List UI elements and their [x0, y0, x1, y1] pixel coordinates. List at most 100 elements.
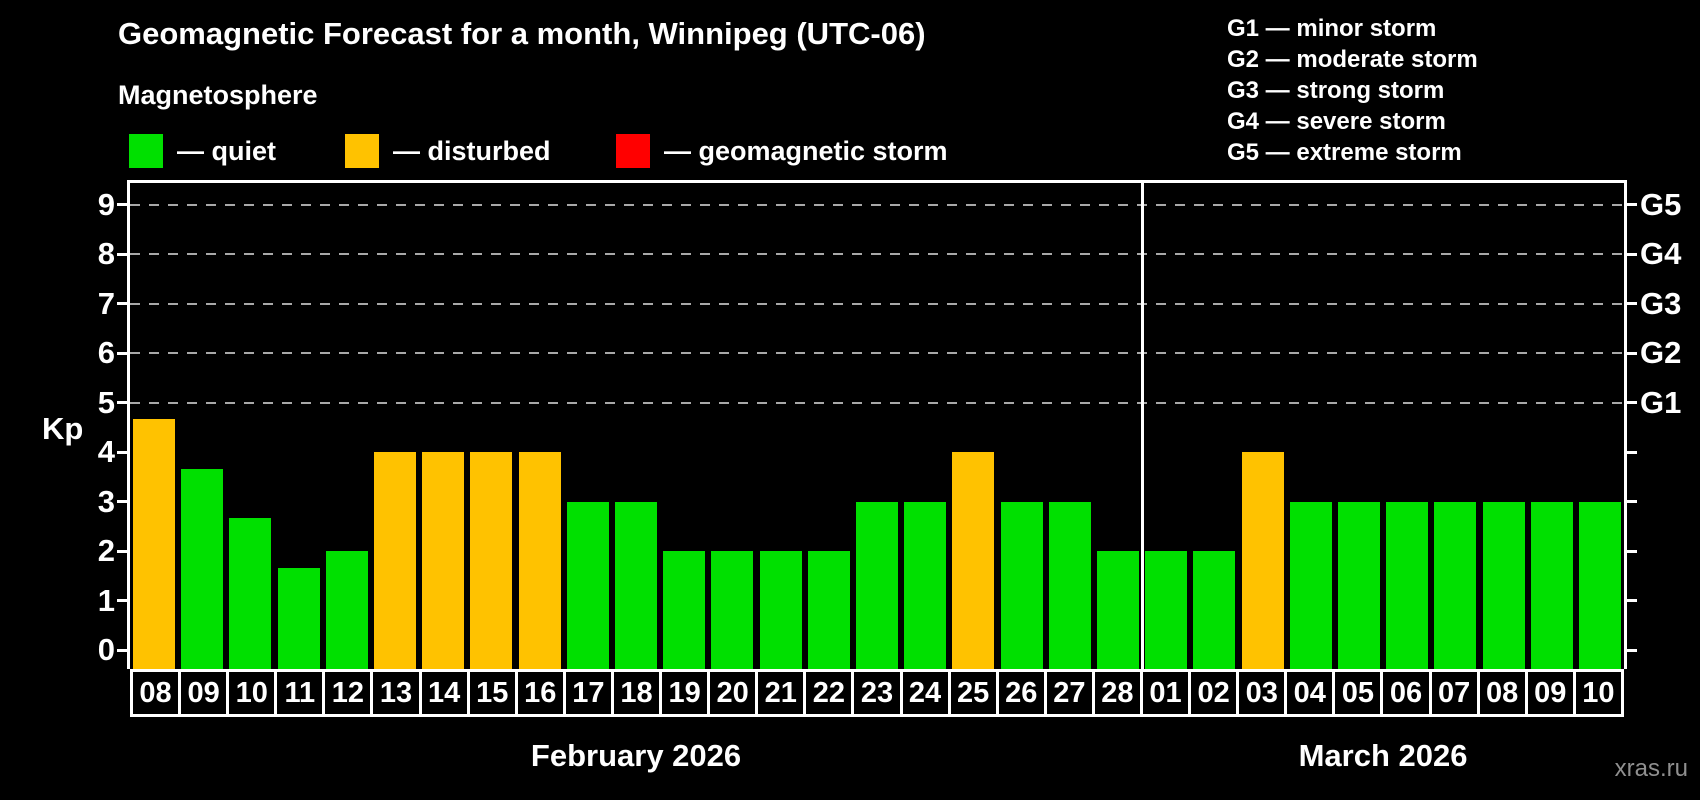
legend-item-storm: — geomagnetic storm: [616, 134, 948, 168]
watermark: xras.ru: [1614, 755, 1688, 782]
y-axis-tick-9: [117, 203, 127, 207]
g-level-label-G1: G1: [1640, 384, 1682, 420]
kp-bar-day-01: [1145, 551, 1188, 669]
x-axis-day-labels: 08 09 10 11 12 13 14 15 16 17 18 19 20 21 22 23 24 25 26 27…: [130, 669, 1624, 717]
day-label-12: 12: [322, 669, 374, 717]
gridline-kp-6: [130, 352, 1624, 355]
y-tick-label-2: 2: [97, 533, 115, 569]
disturbed-color-swatch: [345, 134, 379, 168]
kp-bar-day-22: [807, 551, 850, 669]
day-label-10: 10: [226, 669, 278, 717]
kp-bar-day-10: [1578, 501, 1621, 669]
plot-top-border: [127, 180, 1627, 183]
day-label-09: 09: [178, 669, 230, 717]
kp-bar-day-10: [229, 518, 272, 669]
y-tick-label-9: 9: [97, 186, 115, 222]
day-label-22: 22: [803, 669, 855, 717]
day-label-27: 27: [1043, 669, 1095, 717]
right-axis-tick-4: [1627, 450, 1637, 454]
plot-area: 0 1 2 3 4 5 6 7 8 9 G1 G2 G3 G4 G5: [98, 180, 1681, 669]
day-label-19: 19: [659, 669, 711, 717]
day-label-21: 21: [755, 669, 807, 717]
magnetosphere-label: Magnetosphere: [118, 80, 318, 110]
legend-label-storm: — geomagnetic storm: [664, 136, 948, 166]
chart-title: Geomagnetic Forecast for a month, Winnip…: [118, 16, 926, 51]
kp-bar-day-21: [759, 551, 802, 669]
right-axis-line: [1624, 183, 1627, 669]
legend-item-disturbed: — disturbed: [345, 134, 551, 168]
y-axis-tick-1: [117, 599, 127, 603]
y-tick-label-7: 7: [97, 285, 115, 321]
storm-color-swatch: [616, 134, 650, 168]
kp-bar-day-16: [518, 452, 561, 669]
month-label-1: March 2026: [1298, 738, 1468, 773]
right-axis-tick-3: [1627, 500, 1637, 504]
kp-bar-day-08: [133, 419, 176, 669]
day-label-11: 11: [274, 669, 326, 717]
day-label-23: 23: [851, 669, 903, 717]
kp-bar-day-23: [856, 501, 898, 669]
gridline-kp-9: [130, 203, 1624, 206]
g-scale-legend-line: G4 — severe storm: [1227, 108, 1446, 135]
y-tick-label-1: 1: [97, 582, 115, 618]
day-label-28: 28: [1091, 669, 1143, 717]
g-level-label-G4: G4: [1640, 236, 1682, 272]
kp-bar-day-26: [1000, 501, 1043, 669]
kp-bar-day-17: [566, 501, 609, 669]
kp-bar-day-09: [1530, 501, 1573, 669]
day-label-09: 09: [1524, 669, 1576, 717]
y-axis-tick-6: [117, 351, 127, 355]
y-axis-tick-0: [117, 648, 127, 652]
y-axis-tick-3: [117, 500, 127, 504]
day-label-25: 25: [947, 669, 999, 717]
day-label-05: 05: [1332, 669, 1384, 717]
kp-bar-day-12: [325, 551, 368, 669]
y-tick-label-6: 6: [97, 335, 115, 371]
day-label-15: 15: [466, 669, 518, 717]
kp-bar-day-14: [422, 452, 465, 669]
gridline-kp-7: [130, 302, 1624, 305]
kp-bar-day-03: [1241, 452, 1284, 669]
gridline-kp-5: [130, 401, 1624, 404]
kp-bar-day-09: [181, 468, 224, 669]
gridline-kp-8: [130, 253, 1624, 256]
kp-bar-day-19: [663, 551, 706, 669]
y-axis-title: Kp: [42, 411, 84, 446]
day-label-17: 17: [562, 669, 614, 717]
kp-bar-day-27: [1048, 501, 1091, 669]
y-axis-tick-4: [117, 450, 127, 454]
day-label-14: 14: [418, 669, 470, 717]
y-axis-line: [127, 183, 130, 669]
kp-bar-day-28: [1096, 551, 1139, 669]
kp-bar-day-24: [904, 501, 947, 669]
day-label-26: 26: [995, 669, 1047, 717]
g-level-label-G2: G2: [1640, 335, 1682, 371]
legend-item-quiet: — quiet: [129, 134, 276, 168]
day-label-13: 13: [370, 669, 422, 717]
legend-label-quiet: — quiet: [177, 136, 276, 166]
y-tick-label-0: 0: [97, 632, 115, 668]
kp-bar-day-05: [1337, 501, 1380, 669]
day-label-02: 02: [1188, 669, 1240, 717]
y-tick-label-8: 8: [97, 236, 115, 272]
right-axis-tick-9: [1627, 203, 1637, 207]
g-scale-legend-line: G5 — extreme storm: [1227, 139, 1462, 166]
day-label-04: 04: [1284, 669, 1336, 717]
kp-bar-day-02: [1193, 551, 1236, 669]
kp-bar-day-13: [374, 452, 417, 669]
g-scale-legend-line: G2 — moderate storm: [1227, 46, 1478, 73]
day-label-18: 18: [610, 669, 663, 717]
right-axis-tick-0: [1627, 648, 1637, 652]
day-label-10: 10: [1572, 669, 1624, 717]
y-axis-tick-8: [117, 252, 127, 256]
g-scale-legend-line: G1 — minor storm: [1227, 15, 1437, 42]
kp-bar-day-07: [1434, 501, 1477, 669]
right-axis-tick-7: [1627, 302, 1637, 306]
day-label-24: 24: [899, 669, 951, 717]
g-scale-legend-line: G3 — strong storm: [1227, 77, 1445, 104]
day-label-16: 16: [514, 669, 566, 717]
right-axis-tick-2: [1627, 549, 1637, 553]
day-label-01: 01: [1139, 669, 1192, 717]
kp-bar-day-25: [952, 452, 995, 669]
